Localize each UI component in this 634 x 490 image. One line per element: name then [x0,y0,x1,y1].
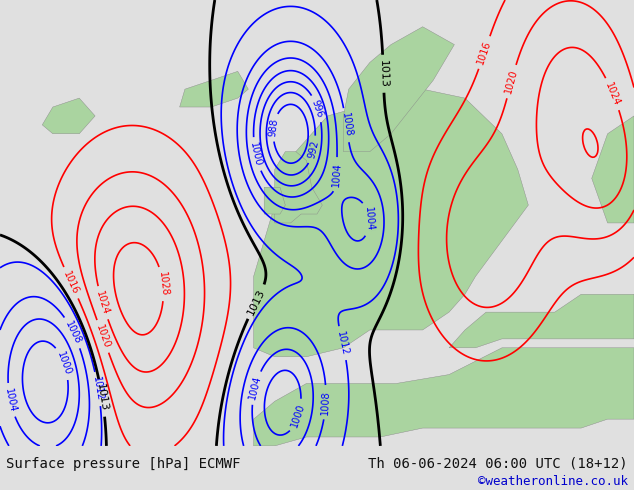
Polygon shape [254,89,528,357]
Text: 1000: 1000 [55,350,73,376]
Text: 992: 992 [307,140,321,160]
Polygon shape [264,187,285,214]
Text: 1024: 1024 [604,80,622,107]
Text: 1012: 1012 [335,330,350,356]
Text: 1024: 1024 [94,290,111,316]
Text: 1008: 1008 [320,390,332,415]
Text: 1004: 1004 [330,162,342,187]
Text: 1016: 1016 [476,39,493,66]
Text: 1020: 1020 [94,323,112,350]
Text: 1013: 1013 [95,383,109,413]
Text: 1012: 1012 [91,376,105,402]
Polygon shape [254,348,634,446]
Polygon shape [449,294,634,348]
Text: 1004: 1004 [247,375,263,401]
Text: 988: 988 [268,118,280,137]
Text: 1008: 1008 [340,112,353,138]
Text: 1020: 1020 [503,69,519,95]
Text: 1008: 1008 [63,319,83,345]
Text: 1000: 1000 [290,402,307,429]
Text: 1028: 1028 [157,271,169,296]
Text: 996: 996 [310,98,325,119]
Text: Th 06-06-2024 06:00 UTC (18+12): Th 06-06-2024 06:00 UTC (18+12) [368,457,628,471]
Text: 1013: 1013 [245,287,267,317]
Text: Surface pressure [hPa] ECMWF: Surface pressure [hPa] ECMWF [6,457,241,471]
Polygon shape [592,116,634,223]
Polygon shape [42,98,95,134]
Text: ©weatheronline.co.uk: ©weatheronline.co.uk [477,475,628,488]
Text: 1013: 1013 [378,60,389,88]
Polygon shape [344,27,455,151]
Text: 1016: 1016 [61,270,81,296]
Text: 1000: 1000 [249,141,263,167]
Polygon shape [179,72,249,107]
Text: 1004: 1004 [3,387,18,413]
Polygon shape [275,151,322,223]
Text: 1004: 1004 [363,206,375,232]
